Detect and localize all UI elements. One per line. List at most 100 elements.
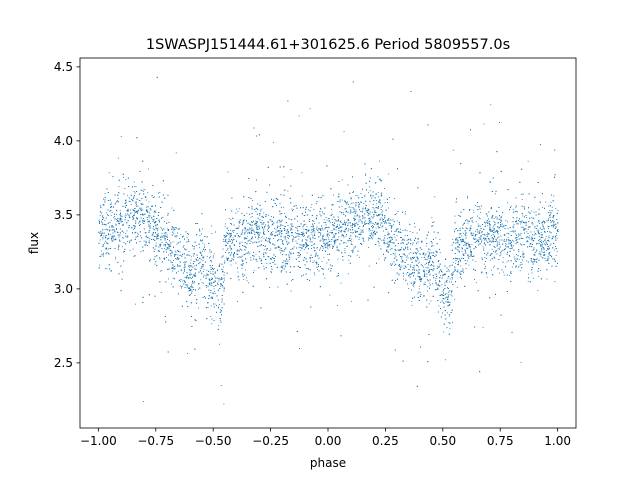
data-point	[147, 205, 149, 207]
data-point	[379, 199, 381, 201]
data-point	[202, 228, 203, 230]
data-point	[189, 255, 191, 256]
data-point	[173, 233, 175, 235]
data-point	[348, 222, 350, 224]
data-point	[144, 189, 146, 191]
data-point	[306, 252, 308, 254]
data-point	[364, 196, 366, 197]
data-point	[460, 270, 462, 272]
data-point	[399, 269, 401, 271]
data-point	[412, 232, 414, 233]
data-point	[496, 230, 498, 231]
data-point	[129, 249, 131, 251]
data-point	[282, 250, 284, 252]
data-point	[361, 230, 363, 232]
data-point	[152, 219, 154, 220]
data-point	[108, 253, 110, 255]
data-point	[285, 226, 286, 227]
data-point	[404, 265, 406, 267]
data-point	[484, 238, 486, 240]
data-point	[335, 229, 337, 231]
data-point	[495, 216, 496, 218]
data-point	[451, 295, 453, 297]
data-point	[336, 220, 338, 222]
data-point	[250, 216, 252, 218]
data-point	[404, 239, 405, 241]
data-point	[232, 237, 234, 239]
data-point	[101, 233, 102, 235]
data-point	[425, 267, 427, 269]
data-point	[111, 229, 113, 231]
data-point	[549, 244, 551, 246]
data-point	[348, 259, 350, 261]
data-point	[252, 222, 253, 223]
data-point	[153, 221, 155, 223]
data-point	[406, 259, 407, 261]
data-point	[531, 222, 533, 224]
data-point	[145, 206, 147, 208]
data-point	[401, 246, 403, 248]
data-point	[510, 271, 512, 272]
data-point	[416, 252, 418, 253]
data-point	[150, 223, 151, 225]
data-point	[241, 241, 243, 243]
data-point	[511, 247, 513, 249]
data-point	[353, 232, 355, 233]
data-point	[214, 291, 216, 292]
data-point	[177, 229, 179, 231]
data-point	[255, 253, 257, 255]
data-point	[516, 241, 518, 243]
data-point	[392, 239, 393, 240]
data-point	[156, 230, 158, 232]
data-point	[328, 239, 330, 240]
data-point	[104, 219, 106, 221]
data-point	[140, 209, 142, 210]
data-point	[418, 258, 419, 260]
data-point	[475, 247, 477, 248]
data-point	[353, 224, 355, 225]
data-point	[327, 237, 329, 239]
data-point	[354, 220, 356, 222]
data-point	[226, 259, 228, 261]
data-point	[111, 211, 113, 213]
data-point	[256, 224, 258, 226]
data-point	[121, 246, 123, 248]
data-point	[549, 210, 551, 212]
data-point	[311, 233, 313, 235]
data-point	[173, 265, 175, 267]
data-point	[283, 250, 285, 252]
data-point	[350, 203, 352, 204]
data-point	[401, 242, 403, 244]
data-point	[173, 260, 174, 261]
data-point	[379, 213, 381, 215]
data-point	[131, 195, 132, 197]
data-point	[465, 268, 467, 269]
data-point	[427, 286, 429, 288]
data-point	[362, 216, 364, 217]
data-point	[486, 276, 488, 278]
data-point	[323, 257, 325, 259]
data-point	[409, 274, 410, 276]
data-point	[126, 237, 128, 238]
data-point	[452, 278, 453, 280]
data-point	[101, 220, 102, 222]
data-point	[405, 246, 407, 248]
data-point	[506, 261, 508, 263]
data-point	[428, 258, 430, 259]
data-point	[202, 266, 204, 268]
data-point	[123, 176, 124, 178]
data-point	[191, 265, 192, 267]
data-point	[556, 234, 558, 236]
data-point	[107, 233, 109, 235]
data-point	[158, 220, 160, 221]
data-point	[172, 277, 174, 279]
data-point	[354, 219, 355, 221]
data-point	[184, 261, 186, 263]
data-point	[329, 246, 331, 248]
data-point	[396, 213, 398, 215]
data-point	[321, 261, 323, 262]
data-point	[374, 210, 376, 212]
data-point	[345, 235, 347, 237]
data-point	[310, 206, 312, 208]
data-point	[512, 239, 513, 241]
